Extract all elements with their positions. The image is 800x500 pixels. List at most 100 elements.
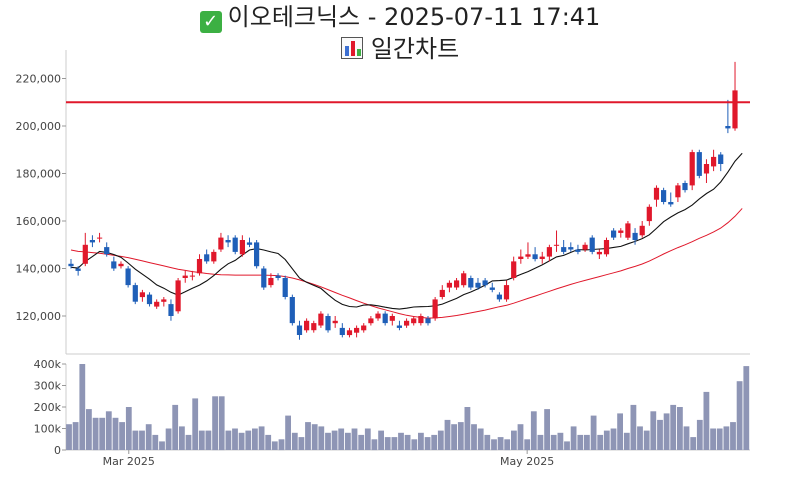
volume-bar	[504, 439, 511, 451]
volume-tick-label: 400k	[34, 358, 62, 371]
candle-body	[511, 261, 517, 278]
volume-bar	[278, 439, 285, 451]
candle	[75, 266, 81, 276]
volume-bar	[584, 434, 590, 450]
candle	[211, 249, 217, 264]
volume-bar	[650, 411, 657, 450]
volume-bar	[391, 437, 398, 450]
volume-bar	[716, 428, 723, 450]
candle-body	[404, 320, 410, 326]
bar-chart-icon	[340, 37, 363, 59]
volume-bar	[92, 417, 99, 451]
candle	[439, 285, 445, 300]
price-tick-label: 120,000	[16, 310, 62, 323]
candle-body	[532, 254, 538, 260]
candle	[154, 299, 160, 309]
volume-tick-label: 100k	[34, 423, 62, 436]
candle	[496, 292, 502, 302]
candle	[653, 185, 660, 207]
volume-bar	[730, 422, 736, 450]
candle	[218, 232, 224, 252]
volume-bar	[497, 437, 504, 450]
candle-body	[282, 278, 288, 297]
volume-bar	[119, 422, 125, 450]
candle	[354, 325, 360, 338]
candle-body	[211, 251, 217, 262]
x-tick-label: Mar 2025	[103, 455, 155, 468]
volume-bar	[66, 424, 72, 450]
volume-bar	[437, 430, 444, 450]
price-tick-label: 200,000	[16, 120, 62, 133]
volume-bar	[132, 430, 139, 450]
volume-bar	[159, 441, 165, 450]
volume-bar	[371, 439, 378, 451]
candle	[603, 237, 610, 257]
volume-bar	[690, 437, 697, 450]
candle-body	[89, 240, 95, 243]
volume-bar	[252, 428, 258, 450]
volume-bar	[172, 404, 179, 450]
check-mark-icon: ✓	[199, 11, 222, 33]
price-tick-label: 140,000	[16, 263, 62, 276]
candle-body	[168, 304, 174, 316]
candle	[418, 313, 424, 326]
volume-bar	[471, 424, 477, 450]
candle	[561, 240, 567, 255]
volume-bar	[683, 426, 690, 450]
volume-bar	[537, 434, 544, 450]
candle	[289, 294, 295, 326]
volume-bar	[491, 439, 497, 451]
volume-bar	[630, 404, 637, 450]
candle-body	[425, 318, 431, 324]
volume-bar	[617, 413, 623, 450]
volume-bar	[404, 434, 411, 450]
candle-body	[396, 325, 402, 328]
candle-body	[361, 325, 367, 331]
candle-body	[111, 261, 117, 269]
volume-panel: 0 100k 200k 300k 400k	[34, 358, 750, 457]
volume-bar	[192, 398, 199, 450]
candle	[489, 282, 495, 293]
candle-body	[589, 237, 595, 252]
candle-body	[196, 259, 203, 274]
candle	[482, 278, 488, 288]
chart-subtitle: 일간차트	[0, 32, 800, 66]
candle	[104, 242, 110, 257]
candle	[511, 256, 517, 281]
candle	[675, 183, 681, 202]
volume-bar	[79, 364, 86, 450]
candle-body	[146, 294, 153, 305]
candle-body	[375, 313, 381, 319]
volume-bar	[736, 381, 743, 450]
candle-body	[304, 320, 310, 331]
volume-bar	[218, 396, 225, 451]
x-tick-label: May 2025	[500, 455, 554, 468]
candle-body	[446, 282, 452, 288]
candle-body	[668, 202, 674, 205]
volume-bar	[411, 439, 418, 451]
candle	[525, 242, 531, 259]
volume-bar	[345, 432, 351, 450]
candle	[703, 159, 710, 183]
candle-body	[575, 249, 581, 252]
candle	[268, 273, 274, 288]
candle-body	[268, 278, 274, 286]
candle-body	[311, 323, 317, 331]
candle-body	[125, 268, 131, 286]
candle	[89, 235, 95, 248]
candle-body	[389, 316, 395, 321]
volume-bar	[603, 430, 610, 450]
candle	[182, 270, 188, 283]
volume-bar	[232, 428, 238, 450]
volume-bar	[198, 430, 205, 450]
volume-bar	[444, 419, 451, 450]
candle-body	[225, 240, 231, 243]
candle-body	[218, 237, 224, 250]
volume-bar	[245, 430, 252, 450]
volume-bar	[703, 391, 710, 450]
candle-body	[97, 237, 103, 239]
candle	[296, 320, 303, 340]
candle-body	[68, 263, 74, 267]
candle	[475, 278, 481, 290]
